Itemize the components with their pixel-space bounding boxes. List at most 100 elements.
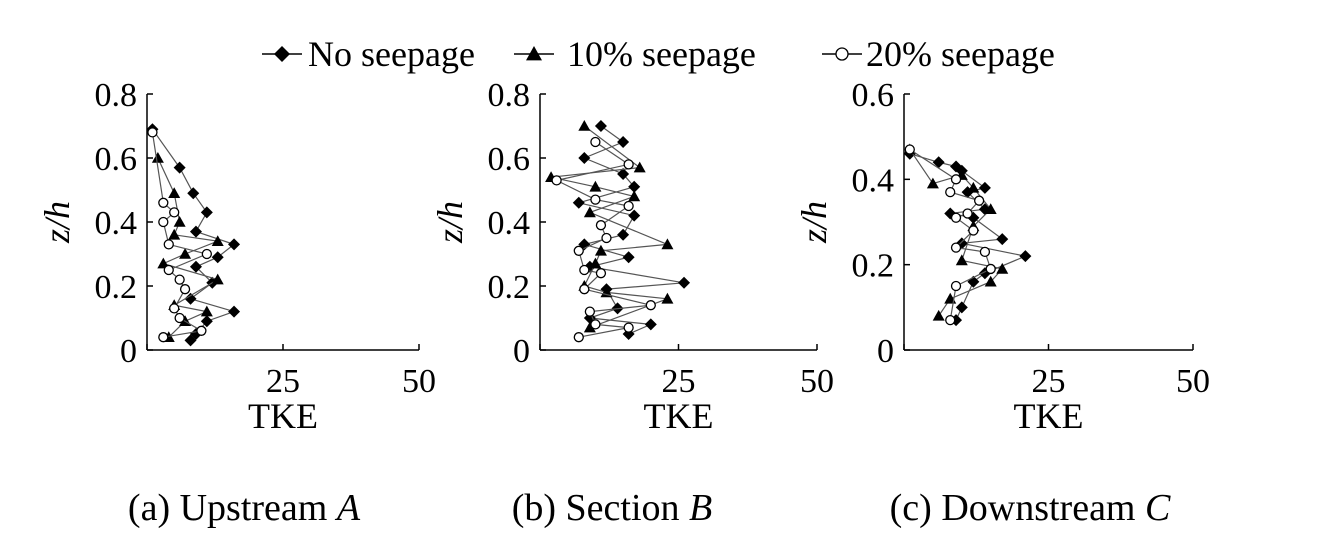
x-tick-label: 50 [402, 363, 436, 400]
caption-prefix: (a) Upstream [128, 487, 337, 529]
y-axis-title: z/h [430, 201, 470, 244]
data-point-diamond [622, 251, 635, 264]
data-point-diamond [617, 136, 630, 148]
panels: 0 0.2 0.4 0.6 0.8 25 50 TKE z/h (a) Upstream A 0 0.… [37, 77, 1210, 529]
data-point-circle [196, 325, 207, 336]
caption-prefix: (b) Section [512, 487, 689, 529]
data-point-diamond [932, 156, 945, 169]
caption-prefix: (c) Downstream [890, 487, 1145, 529]
data-point-triangle [600, 286, 613, 298]
legend-item: 10% seepage [514, 34, 756, 74]
data-point-diamond [678, 276, 691, 289]
x-axis-title: TKE [1014, 396, 1084, 436]
data-point-circle [573, 245, 584, 256]
data-point-triangle [984, 275, 997, 287]
y-tick-label: 0.4 [488, 205, 531, 242]
data-point-circle [163, 239, 174, 250]
caption-letter: A [334, 487, 361, 529]
data-point-diamond [189, 260, 202, 273]
data-point-diamond [617, 228, 630, 241]
data-point-circle [201, 248, 212, 260]
data-point-circle [623, 322, 634, 333]
data-point-circle [979, 246, 991, 258]
data-point-triangle [955, 254, 968, 266]
y-axis-title: z/h [794, 201, 834, 244]
data-point-circle [904, 144, 915, 155]
legend-triangle-marker [526, 46, 542, 61]
data-point-circle [950, 280, 962, 292]
data-point-circle [158, 332, 169, 343]
data-point-circle [623, 200, 634, 212]
panel-caption: (c) Downstream C [890, 487, 1171, 529]
data-point-diamond [228, 238, 241, 251]
data-point-circle [579, 284, 590, 295]
x-tick-label: 50 [1176, 363, 1210, 400]
series-circle [904, 144, 996, 326]
data-point-diamond [184, 292, 197, 305]
y-tick-label: 0.2 [852, 248, 895, 285]
data-point-circle [158, 197, 169, 208]
data-point-triangle [583, 206, 596, 218]
data-point-triangle [589, 180, 602, 192]
x-tick-label: 25 [266, 363, 300, 400]
data-point-circle [623, 159, 634, 170]
data-point-circle [595, 220, 607, 231]
series-triangle [545, 120, 674, 333]
data-point-diamond [1019, 250, 1032, 263]
data-point-triangle [932, 309, 945, 321]
series-diamond [146, 123, 241, 347]
data-point-circle [158, 216, 169, 228]
data-point-circle [579, 264, 590, 276]
data-point-diamond [578, 152, 591, 164]
data-point-diamond [184, 334, 197, 347]
data-point-diamond [978, 181, 991, 194]
data-point-triangle [200, 305, 213, 317]
series-circle [147, 127, 212, 343]
data-point-diamond [211, 251, 224, 264]
y-tick-label: 0 [877, 333, 894, 370]
data-point-triangle [633, 161, 646, 173]
data-point-circle [945, 314, 956, 326]
data-point-triangle [211, 273, 224, 285]
data-point-triangle [179, 248, 192, 259]
data-point-circle [169, 207, 180, 218]
x-tick-label: 25 [662, 363, 696, 400]
data-point-diamond [572, 196, 585, 209]
data-point-circle [174, 274, 185, 285]
data-point-circle [601, 232, 612, 244]
y-tick-label: 0.6 [852, 77, 895, 114]
x-tick-label: 25 [1032, 363, 1066, 400]
data-point-triangle [168, 187, 181, 198]
data-point-diamond [644, 318, 657, 331]
y-axis-title: z/h [37, 201, 77, 244]
panel-caption: (a) Upstream A [128, 487, 361, 529]
legend-circle-marker [835, 47, 849, 61]
y-tick-label: 0.6 [488, 141, 531, 178]
data-point-triangle [594, 244, 607, 256]
y-tick-label: 0.4 [95, 205, 138, 242]
panel-c: 0 0.2 0.4 0.6 25 50 TKE z/h (c) Downstream C [794, 77, 1210, 529]
data-point-triangle [151, 152, 164, 163]
series-triangle [151, 152, 224, 342]
y-tick-label: 0.8 [488, 77, 531, 114]
data-point-circle [968, 225, 979, 236]
legend-label: 20% seepage [866, 34, 1055, 74]
series-line [550, 125, 668, 329]
data-point-circle [174, 312, 185, 324]
x-tick-label: 50 [800, 363, 834, 400]
data-point-triangle [967, 181, 980, 193]
data-point-triangle [211, 235, 224, 246]
y-tick-label: 0.6 [95, 141, 138, 178]
data-point-diamond [628, 180, 641, 193]
panel-b: 0 0.2 0.4 0.6 0.8 25 50 TKE z/h (b) Section B [430, 77, 834, 529]
data-point-circle [590, 136, 601, 148]
y-tick-label: 0.2 [488, 269, 531, 306]
data-point-diamond [187, 187, 200, 200]
series-circle [551, 136, 656, 343]
data-point-circle [590, 194, 601, 205]
data-point-diamond [200, 206, 213, 219]
data-point-diamond [228, 305, 241, 318]
data-point-diamond [173, 161, 186, 174]
data-point-circle [179, 284, 191, 295]
